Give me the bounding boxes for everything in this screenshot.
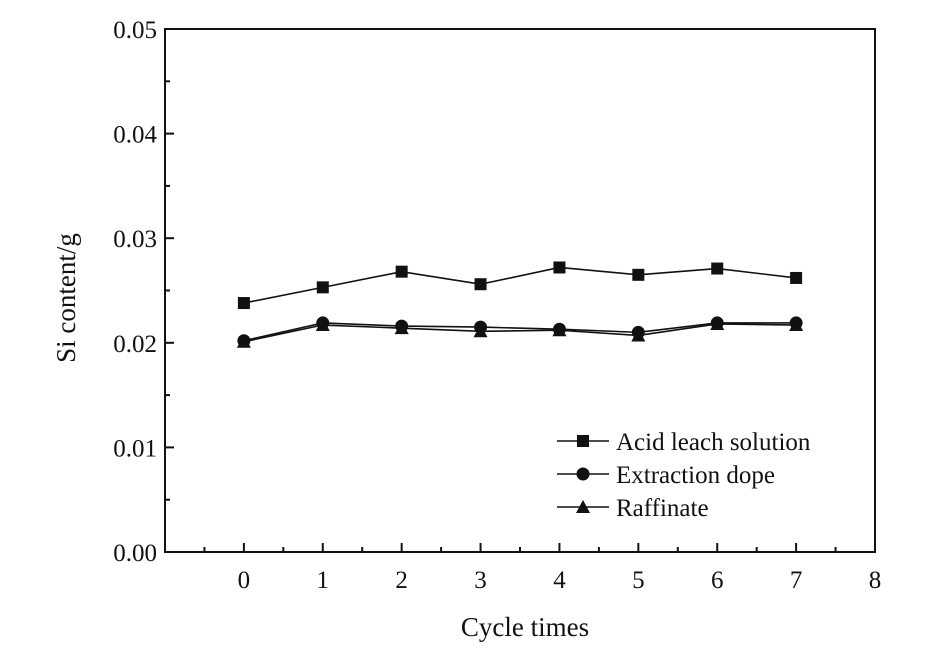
series-0 [237,261,803,310]
series-line [243,323,797,343]
data-point-triangle [631,328,646,342]
x-axis-label: Cycle times [461,612,589,642]
legend-marker-triangle [576,500,590,513]
legend-entry-label: Raffinate [616,495,709,522]
data-point-triangle [710,316,725,330]
legend-entry-label: Extraction dope [616,462,775,489]
x-tick-label: 7 [790,567,803,594]
data-point-square [474,278,487,291]
data-point-triangle [394,321,409,335]
data-point-triangle [315,318,330,332]
y-tick-label: 0.01 [113,435,157,462]
data-point-triangle [552,323,567,337]
legend: Acid leach solution Extraction dope Raffin… [557,429,811,522]
x-tick-label: 1 [317,567,330,594]
x-tick-label: 4 [553,567,566,594]
y-tick-label: 0.03 [113,226,157,253]
x-tick-label: 5 [632,567,645,594]
data-point-square [553,261,566,274]
data-point-square [395,265,408,278]
y-tick-label: 0.00 [113,540,157,567]
data-point-square [632,268,645,281]
series-2 [236,316,804,348]
legend-entry-label: Acid leach solution [616,429,811,456]
data-point-square [316,281,329,294]
y-tick-label: 0.02 [113,331,157,358]
x-tick-label: 3 [474,567,487,594]
data-point-triangle [236,334,251,348]
x-tick-label: 6 [711,567,724,594]
y-tick-label: 0.04 [113,122,157,149]
x-tick-label: 2 [395,567,408,594]
legend-marker-circle [576,467,590,481]
y-axis-label: Si content/g [51,233,81,363]
x-axis: 0 1 2 3 4 5 6 7 8 [203,543,882,594]
series-line [243,322,797,342]
y-axis: 0.00 0.01 0.02 0.03 0.04 0.05 [113,17,174,567]
series-layer [236,261,804,348]
y-tick-label: 0.05 [113,17,157,44]
x-tick-label: 8 [869,567,882,594]
data-point-square [711,262,724,275]
data-point-square [790,271,803,284]
series-line [243,266,797,304]
data-point-triangle [789,318,804,332]
x-tick-label: 0 [238,567,251,594]
data-point-triangle [473,324,488,338]
data-point-square [237,297,250,310]
legend-marker-square [577,435,589,447]
